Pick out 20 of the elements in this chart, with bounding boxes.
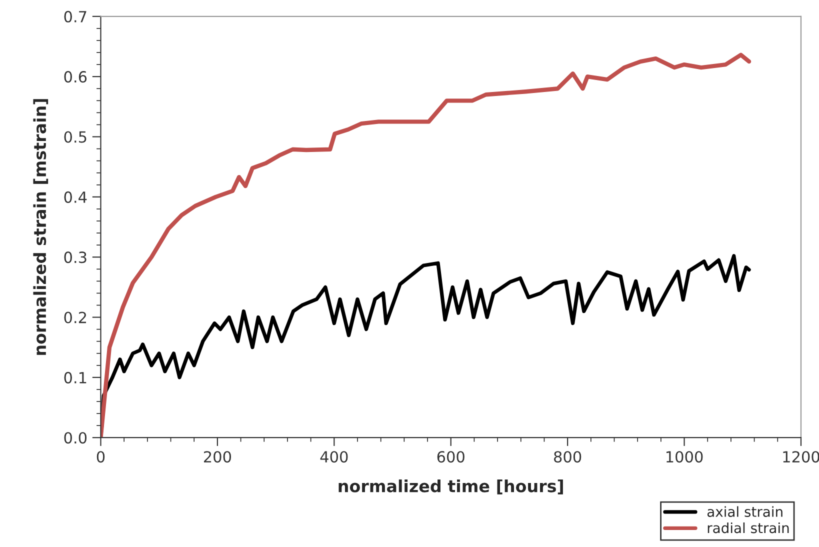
- y-tick-label: 0.7: [64, 10, 86, 22]
- x-tick-label: 800: [554, 451, 582, 463]
- x-axis-title: normalized time [hours]: [338, 479, 563, 494]
- y-axis-title: normalized strain [mstrain]: [33, 99, 48, 355]
- x-tick-label: 400: [320, 451, 348, 463]
- legend-label: radial strain: [708, 522, 789, 534]
- y-tick-label: 0.2: [64, 312, 86, 324]
- y-tick-label: 0.5: [64, 131, 86, 143]
- y-tick-label: 0.4: [64, 191, 87, 203]
- y-tick-label: 0.6: [64, 71, 87, 83]
- y-tick-label: 0.1: [64, 372, 86, 384]
- y-tick-label: 0.3: [64, 252, 86, 264]
- line-series: [100, 52, 752, 438]
- x-tick-label: 200: [204, 451, 232, 463]
- y-tick-label: 0.0: [64, 432, 87, 444]
- x-tick-label: 0: [96, 451, 105, 463]
- legend-label: axial strain: [707, 506, 782, 517]
- x-tick-label: 1000: [666, 451, 703, 463]
- x-tick-label: 1200: [783, 451, 819, 463]
- x-tick-label: 600: [437, 451, 464, 463]
